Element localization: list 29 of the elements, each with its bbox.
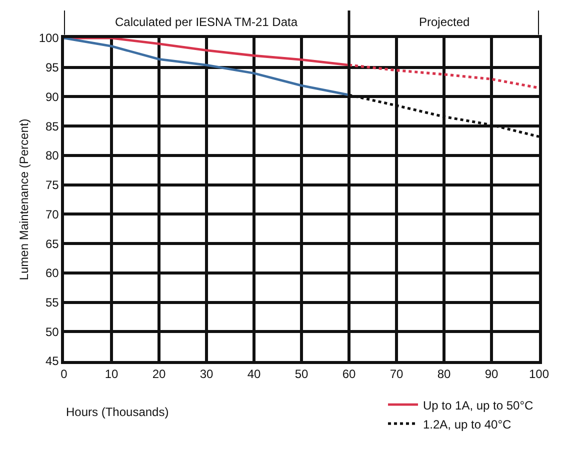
y-tick-label: 100 (38, 31, 60, 46)
y-tick-label: 75 (45, 178, 60, 192)
text: Calculated per IESNA TM-21 Data (115, 15, 298, 29)
x-axis-title: Hours (Thousands) (66, 405, 169, 419)
y-tick-label: 65 (45, 236, 60, 251)
y-tick-label: 80 (45, 148, 60, 163)
legend-label: 1.2A, up to 40°C (423, 417, 512, 432)
x-tick-label: 30 (200, 367, 214, 382)
y-tick-label: 50 (45, 324, 60, 339)
y-axis-title: Lumen Maintenance (Percent) (17, 118, 32, 280)
text: Projected (419, 15, 470, 29)
y-tick-label: 45 (45, 354, 60, 368)
x-tick-label: 50 (294, 367, 308, 382)
x-tick-label: 60 (342, 367, 356, 382)
x-tick-label: 10 (104, 367, 118, 382)
x-tick-label: 40 (247, 367, 261, 382)
y-tick-label: 95 (45, 60, 60, 75)
x-tick-label: 20 (152, 367, 166, 382)
x-tick-label: 90 (484, 367, 498, 382)
legend-label: Up to 1A, up to 50°C (423, 398, 534, 412)
y-tick-label: 55 (45, 295, 60, 310)
y-tick-label: 70 (45, 207, 60, 222)
y-tick-label: 90 (45, 90, 60, 104)
x-tick-label: 80 (437, 367, 451, 382)
x-tick-label: 0 (60, 367, 68, 382)
x-tick-label: 70 (390, 367, 404, 382)
y-tick-label: 60 (45, 266, 60, 280)
y-tick-label: 85 (45, 119, 60, 134)
x-tick-label: 100 (528, 367, 550, 382)
